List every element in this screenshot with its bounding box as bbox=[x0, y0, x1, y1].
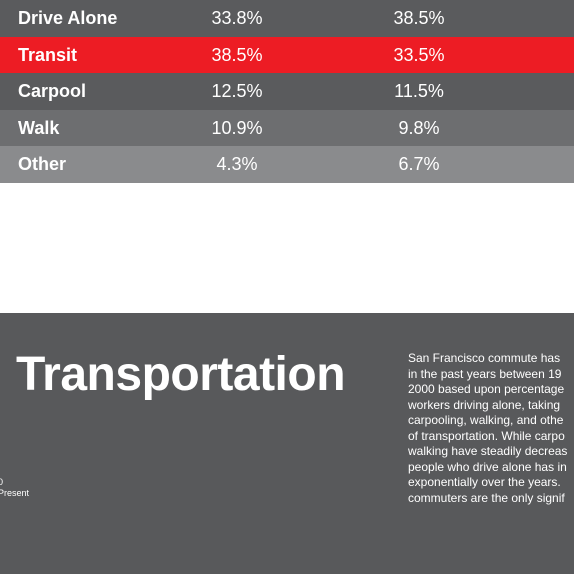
table-row-carpool: Carpool 12.5% 11.5% bbox=[0, 73, 574, 110]
mode-value-a: 33.8% bbox=[211, 8, 263, 28]
side-caption: 0 Present bbox=[0, 477, 29, 499]
table-row-walk: Walk 10.9% 9.8% bbox=[0, 109, 574, 147]
description-line: 2000 based upon percentage bbox=[408, 382, 565, 396]
mode-value-b: 9.8% bbox=[398, 117, 440, 138]
mode-value-b: 38.5% bbox=[393, 8, 445, 28]
description-text: San Francisco commute has in the past ye… bbox=[408, 351, 574, 506]
mode-value-a: 12.5% bbox=[211, 81, 263, 102]
description-line: walking have steadily decreas bbox=[408, 444, 568, 458]
mode-value-b: 11.5% bbox=[394, 81, 444, 102]
description-line: carpooling, walking, and othe bbox=[408, 413, 564, 427]
mode-value-a: 10.9% bbox=[211, 117, 263, 138]
side-caption-line: Present bbox=[0, 488, 30, 498]
description-line: people who drive alone has in bbox=[408, 459, 567, 474]
mode-label: Walk bbox=[18, 117, 60, 138]
mode-value-a: 38.5% bbox=[211, 44, 263, 65]
table-row-drive-alone: Drive Alone 33.8% 38.5% bbox=[0, 0, 574, 37]
description-line: exponentially over the years. bbox=[408, 475, 561, 489]
table-row-other: Other 4.3% 6.7% bbox=[0, 146, 574, 183]
description-line: commuters are the only signif bbox=[408, 490, 565, 505]
page-title: Transportation bbox=[16, 348, 346, 401]
description-line: in the past years between 19 bbox=[408, 366, 562, 381]
mode-label: Other bbox=[18, 154, 67, 175]
mode-value-a: 4.3% bbox=[216, 154, 258, 175]
transportation-panel: f Transportation 0 Present San Francisco… bbox=[0, 313, 574, 574]
description-line: workers driving alone, taking bbox=[408, 397, 561, 412]
table-row-transit: Transit 38.5% 33.5% bbox=[0, 36, 574, 74]
mode-label: Drive Alone bbox=[18, 8, 118, 28]
mode-value-b: 33.5% bbox=[393, 44, 445, 65]
description-line: of transportation. While carpo bbox=[408, 428, 565, 443]
commute-mode-table: Drive Alone 33.8% 38.5% Transit 38.5% 33… bbox=[0, 0, 574, 183]
side-caption-line: 0 bbox=[0, 477, 4, 487]
mode-value-b: 6.7% bbox=[398, 154, 440, 175]
description-line: San Francisco commute has bbox=[408, 351, 561, 365]
mode-label: Carpool bbox=[18, 81, 87, 102]
mode-label: Transit bbox=[18, 44, 78, 65]
